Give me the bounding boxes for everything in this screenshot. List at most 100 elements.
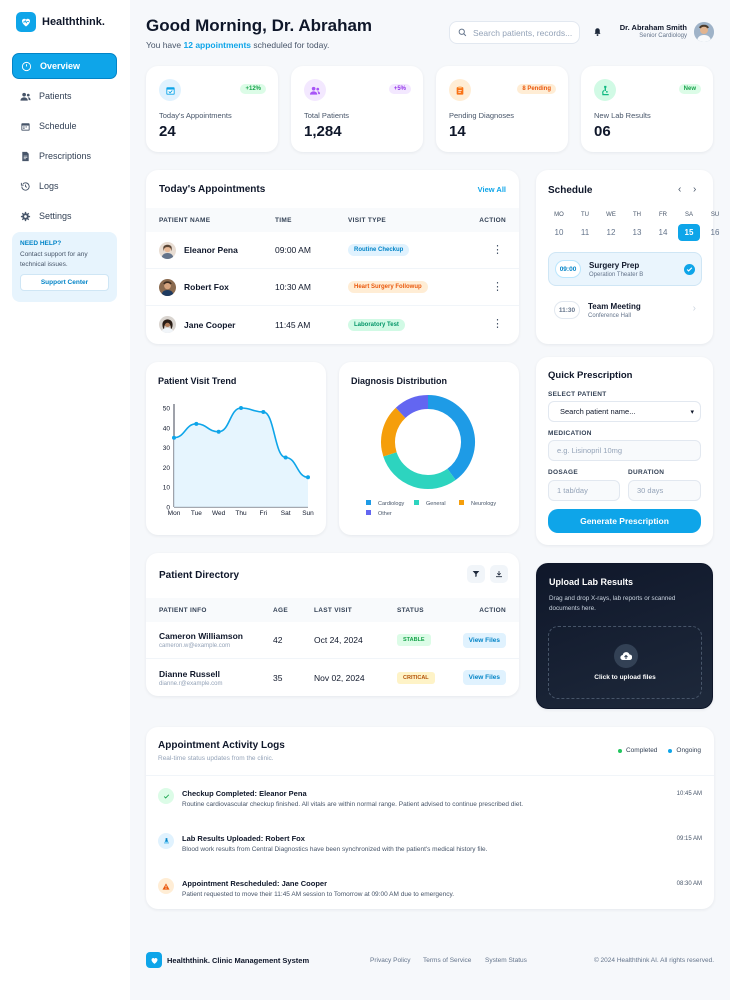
calendar-icon <box>21 122 30 131</box>
more-options-icon[interactable]: ⋮ <box>492 280 503 293</box>
stat-label: New Lab Results <box>594 111 651 120</box>
prev-week-button[interactable]: ‹ <box>678 184 682 195</box>
sidebar-item-settings[interactable]: Settings <box>12 203 117 229</box>
calendar-day[interactable]: SU 16 <box>704 212 726 241</box>
column-header: PATIENT INFO <box>159 606 207 614</box>
log-item[interactable]: Checkup Completed: Eleanor Pena Routine … <box>158 786 702 826</box>
calendar-day[interactable]: MO 10 <box>548 212 570 241</box>
stat-card-appointments[interactable]: +12% Today's Appointments 24 <box>146 66 278 152</box>
donut-slice <box>395 395 429 419</box>
terms-of-service-link[interactable]: Terms of Service <box>423 956 472 964</box>
table-row[interactable]: Dianne Russell dianne.r@example.com 35 N… <box>146 659 519 696</box>
patient-age: 42 <box>273 635 283 645</box>
copyright: © 2024 Healththink AI. All rights reserv… <box>593 956 714 964</box>
donut-slice <box>383 451 456 489</box>
sidebar-item-label: Settings <box>39 211 72 221</box>
brand[interactable]: Healththink. <box>16 12 105 32</box>
legend-label: Other <box>378 511 392 517</box>
support-center-button[interactable]: Support Center <box>20 274 109 291</box>
sidebar-item-patients[interactable]: Patients <box>12 83 117 109</box>
green-dot-icon <box>617 748 622 753</box>
data-point <box>172 435 176 440</box>
more-options-icon[interactable]: ⋮ <box>492 318 503 330</box>
help-title: NEED HELP? <box>20 240 62 247</box>
patient-select[interactable]: Search patient name... ▾ <box>548 401 701 422</box>
weekday-label: TU <box>581 212 589 218</box>
generate-prescription-button[interactable]: Generate Prescription <box>548 509 701 533</box>
calendar-day[interactable]: TU 11 <box>574 212 596 241</box>
more-options-icon[interactable]: ⋮ <box>492 243 503 256</box>
flask-icon <box>158 833 174 849</box>
day-number: 16 <box>710 228 720 237</box>
appointments-card: Today's Appointments View All PATIENT NA… <box>146 170 519 344</box>
calendar-day[interactable]: SA 15 <box>678 212 700 241</box>
sidebar-item-overview[interactable]: Overview <box>12 53 117 79</box>
medication-input[interactable]: e.g. Lisinopril 10mg <box>548 440 701 461</box>
table-row[interactable]: Cameron Williamson cameron.w@example.com… <box>146 622 519 659</box>
event-time: 11:30 <box>554 301 580 319</box>
footer-brand: Healththink. Clinic Management System <box>167 955 310 965</box>
calendar-day[interactable]: FR 14 <box>652 212 674 241</box>
download-button[interactable] <box>490 565 508 583</box>
calendar-day[interactable]: TH 13 <box>626 212 648 241</box>
search-input[interactable]: Search patients, records... <box>449 21 580 44</box>
log-time: 08:30 AM <box>676 881 702 887</box>
stat-card-patients[interactable]: +5% Total Patients 1,284 <box>291 66 423 152</box>
event-team-meeting[interactable]: 11:30 Team Meeting Conference Hall › <box>548 293 702 327</box>
check-icon <box>158 788 174 804</box>
log-description: Routine cardiovascular checkup finished.… <box>182 801 524 808</box>
patient-select-value: Search patient name... <box>560 407 636 416</box>
view-all-link[interactable]: View All <box>477 185 506 194</box>
stat-card-lab-results[interactable]: New New Lab Results 06 <box>581 66 713 152</box>
dosage-input[interactable]: 1 tab/day <box>548 480 620 501</box>
sidebar-item-logs[interactable]: Logs <box>12 173 117 199</box>
log-time: 10:45 AM <box>676 791 702 797</box>
log-description: Patient requested to move their 11:45 AM… <box>182 891 455 898</box>
diagnosis-title: Diagnosis Distribution <box>351 376 448 386</box>
filter-button[interactable] <box>467 565 485 583</box>
patient-email: dianne.r@example.com <box>159 680 223 687</box>
user-profile[interactable]: Dr. Abraham Smith Senior Cardiology <box>616 20 714 44</box>
view-files-button[interactable]: View Files <box>462 632 506 648</box>
stat-label: Pending Diagnoses <box>449 111 515 120</box>
legend-label: Cardiology <box>378 501 405 507</box>
table-row[interactable]: Robert Fox 10:30 AM Heart Surgery Follow… <box>146 269 519 306</box>
calendar-day[interactable]: WE 12 <box>600 212 622 241</box>
chevron-right-icon: › <box>692 303 696 314</box>
brand-name: Healththink. <box>42 16 105 28</box>
table-row[interactable]: Eleanor Pena 09:00 AM Routine Checkup ⋮ <box>146 232 519 269</box>
next-week-button[interactable]: › <box>693 184 697 195</box>
x-tick-label: Sun <box>302 510 314 517</box>
stat-card-diagnoses[interactable]: 8 Pending Pending Diagnoses 14 <box>436 66 568 152</box>
appointments-count-link[interactable]: 12 appointments <box>183 40 252 50</box>
sidebar-item-label: Overview <box>40 61 81 71</box>
system-status-link[interactable]: System Status <box>485 956 527 964</box>
log-description: Blood work results from Central Diagnost… <box>182 846 488 853</box>
privacy-policy-link[interactable]: Privacy Policy <box>370 956 411 964</box>
event-surgery-prep[interactable]: 09:00 Surgery Prep Operation Theater B <box>548 252 702 286</box>
visit-trend-chart: 0 10 20 30 40 50 Mon Tue Wed Thu Fri Sat Sun <box>163 404 314 517</box>
table-row[interactable]: Jane Cooper 11:45 AM Laboratory Test ⋮ <box>146 306 519 343</box>
trend-title: Patient Visit Trend <box>158 376 237 386</box>
diagnosis-donut-chart: Cardiology General Neurology Other <box>366 395 496 517</box>
series-area <box>174 408 308 507</box>
log-item[interactable]: Lab Results Uploaded: Robert Fox Blood w… <box>158 831 702 871</box>
view-files-button[interactable]: View Files <box>462 670 506 685</box>
clock-icon <box>21 61 32 71</box>
duration-input[interactable]: 30 days <box>628 480 701 501</box>
patient-name: Eleanor Pena <box>184 245 238 255</box>
sidebar-item-label: Schedule <box>39 121 77 131</box>
log-item[interactable]: Appointment Rescheduled: Jane Cooper Pat… <box>158 876 702 916</box>
data-point <box>239 406 243 410</box>
appointment-time: 10:30 AM <box>275 282 311 292</box>
avatar <box>694 22 714 42</box>
upload-title: Upload Lab Results <box>549 577 634 587</box>
medication-label: MEDICATION <box>548 430 592 437</box>
sidebar-item-schedule[interactable]: Schedule <box>12 113 117 139</box>
notification-button[interactable] <box>587 22 607 42</box>
log-title: Lab Results Uploaded: Robert Fox <box>182 834 305 843</box>
upload-dropzone[interactable]: Click to upload files <box>548 626 702 699</box>
data-point <box>261 409 266 414</box>
patient-name: Dianne Russell <box>159 668 220 679</box>
sidebar-item-prescriptions[interactable]: Prescriptions <box>12 143 117 169</box>
